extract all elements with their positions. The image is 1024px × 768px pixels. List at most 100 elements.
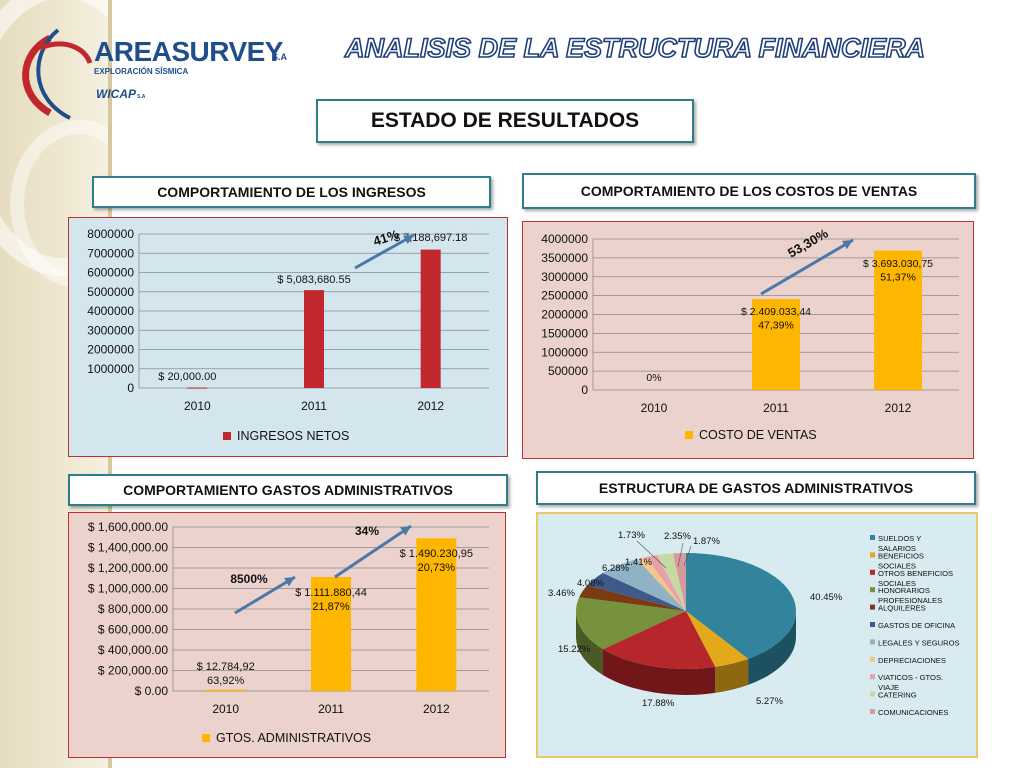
estructura-pie-chart: 40.45%5.27%17.88%15.22%3.46%4.08%6.28%1.… <box>548 530 960 717</box>
data-label: $ 1.490.230,95 <box>400 548 473 560</box>
legend-label: HONORARIOS <box>878 586 930 595</box>
brand-secondary-suffix: S.A <box>137 94 146 100</box>
pie-data-label: 40.45% <box>810 592 843 603</box>
chart-panel-ingresos: 0 1000000 2000000 3000000 4000000 5000000 6000… <box>68 217 508 457</box>
y-tick-label: 6000000 <box>87 266 134 280</box>
legend-swatch <box>223 432 231 440</box>
growth-label: 34% <box>355 524 379 538</box>
y-tick-label: $ 1,000,000.00 <box>88 582 168 596</box>
legend-label: PROFESIONALES <box>878 596 942 605</box>
bar-2010 <box>187 387 208 389</box>
y-tick-label: 5000000 <box>87 285 134 299</box>
pie-slice <box>645 555 686 611</box>
legend-label: BENEFICIOS <box>878 551 924 560</box>
y-tick-label: 1000000 <box>541 345 588 359</box>
y-tick-label: $ 1,200,000.00 <box>88 561 168 575</box>
pie-slice <box>603 611 716 669</box>
bar-2012 <box>874 250 922 390</box>
legend-swatch <box>870 552 875 558</box>
y-tick-label: 3000000 <box>87 323 134 337</box>
chart-panel-gastos: $ 0.00 $ 200,000.00 $ 400,000.00 $ 600,000.… <box>68 512 506 758</box>
legend-label: GASTOS DE OFICINA <box>878 621 956 630</box>
y-tick-label: $ 1,400,000.00 <box>88 541 168 555</box>
legend-label: LEGALES Y SEGUROS <box>878 638 960 647</box>
data-label: $ 2.409.033,44 <box>741 306 811 318</box>
data-label: 51,37% <box>880 272 916 284</box>
bar-2011 <box>752 299 800 390</box>
legend-swatch <box>870 709 875 714</box>
ingresos-chart: 0 1000000 2000000 3000000 4000000 5000000 6000… <box>87 226 489 443</box>
growth-arrow-icon <box>354 233 415 270</box>
pie-slice <box>587 573 686 611</box>
pie-slice <box>686 611 749 667</box>
chart-panel-estructura: 40.45% 5.27% 17.88% 15.22% 3.46% 4.08% 6.28% 1.… <box>536 512 978 758</box>
legend-label: OTROS BENEFICIOS <box>878 569 953 578</box>
legend-swatch <box>870 569 875 575</box>
y-tick-label: 2500000 <box>541 289 588 303</box>
legend-label: SOCIALES <box>878 579 916 588</box>
legend-label: COMUNICACIONES <box>878 708 948 717</box>
pie-slice <box>657 553 686 611</box>
y-tick-label: $ 0.00 <box>135 684 169 698</box>
x-tick-label: 2012 <box>423 702 450 716</box>
y-tick-label: 8000000 <box>87 227 134 241</box>
chart-title-ingresos: COMPORTAMIENTO DE LOS INGRESOS <box>92 176 491 208</box>
legend-label: ALQUILERES <box>878 604 926 613</box>
y-tick-label: $ 400,000.00 <box>98 643 168 657</box>
bar-2012 <box>420 249 441 388</box>
growth-arrowhead-icon <box>284 577 295 587</box>
data-label: $ 5,083,680.55 <box>277 274 350 286</box>
growth-label: 8500% <box>230 572 268 586</box>
pie-data-label: 1.87% <box>693 536 720 547</box>
y-tick-label: 500000 <box>548 364 588 378</box>
legend-swatch <box>870 691 875 697</box>
data-label: 0% <box>646 372 661 384</box>
x-tick-label: 2010 <box>641 401 668 415</box>
x-tick-label: 2010 <box>212 702 239 716</box>
legend-label: GTOS. ADMINISTRATIVOS <box>216 731 371 745</box>
page-title: ANALISIS DE LA ESTRUCTURA FINANCIERA <box>344 32 926 64</box>
brand-name: AREASURVEY <box>94 36 283 67</box>
legend-label: VIAJE <box>878 683 899 692</box>
bar-2012 <box>416 538 457 691</box>
chart-title-costos: COMPORTAMIENTO DE LOS COSTOS DE VENTAS <box>522 173 976 209</box>
pie-data-label: 2.35% <box>664 531 691 542</box>
leader-line <box>677 542 684 568</box>
pie-slice <box>686 553 796 659</box>
y-tick-label: 0 <box>581 383 588 397</box>
growth-arrowhead-icon <box>842 240 853 250</box>
data-label: $ 1.111.880,44 <box>295 587 367 599</box>
bar-2011 <box>311 577 351 691</box>
pie-slice-side <box>715 658 749 693</box>
y-tick-label: $ 1,600,000.00 <box>88 520 168 534</box>
legend-swatch <box>685 431 693 439</box>
y-tick-label: 3000000 <box>541 270 588 284</box>
y-tick-label: 1500000 <box>541 326 588 340</box>
gastos-chart: $ 0.00 $ 200,000.00 $ 400,000.00 $ 600,000.… <box>88 520 489 745</box>
pie-slice <box>579 585 686 611</box>
pie-data-label: 5.27% <box>756 696 783 707</box>
legend-swatch <box>870 656 875 662</box>
pie-data-label: 1.41% <box>625 557 652 568</box>
costos-chart: 0 500000 1000000 1500000 2000000 2500000 30000… <box>541 225 959 442</box>
y-tick-label: 3500000 <box>541 251 588 265</box>
legend-swatch <box>870 535 875 540</box>
y-tick-label: 0 <box>127 381 134 395</box>
legend-swatch <box>870 622 875 627</box>
x-tick-label: 2011 <box>318 702 344 716</box>
y-tick-label: 4000000 <box>87 304 134 318</box>
pie-data-label: 1.73% <box>618 530 645 541</box>
pie-slice-side <box>576 611 604 676</box>
pie-slice <box>576 597 686 650</box>
legend-swatch <box>202 734 210 742</box>
growth-arrow-icon <box>334 524 412 579</box>
y-tick-label: $ 800,000.00 <box>98 602 168 616</box>
growth-arrowhead-icon <box>400 526 411 536</box>
leader-line <box>683 545 692 567</box>
y-tick-label: $ 600,000.00 <box>98 623 168 637</box>
legend-label: VIATICOS - GTOS. <box>878 673 943 682</box>
company-logo-icon <box>22 28 93 120</box>
legend-swatch <box>870 604 875 610</box>
x-tick-label: 2012 <box>417 399 444 413</box>
legend-label: SOCIALES <box>878 561 916 570</box>
